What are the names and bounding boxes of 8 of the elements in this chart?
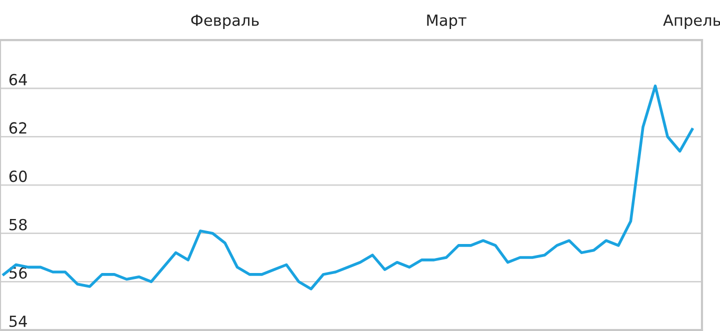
x-tick-label: Апрель (663, 14, 720, 29)
x-tick-label: Март (427, 14, 466, 29)
x-tick-label: Февраль (191, 14, 259, 29)
y-tick-label: 58 (10, 218, 27, 230)
y-tick-label: 62 (9, 122, 26, 134)
y-tick-label: 60 (9, 170, 27, 182)
y-tick-label: 54 (10, 316, 27, 328)
y-tick-label: 64 (9, 74, 27, 86)
